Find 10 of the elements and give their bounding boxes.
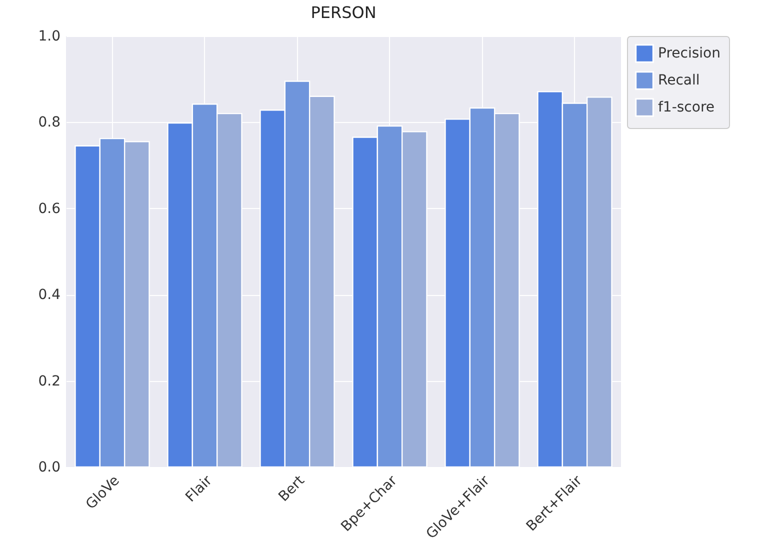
- chart-title: PERSON: [310, 3, 376, 22]
- y-tick-label: 0.8: [38, 114, 60, 131]
- y-tick-label: 0.0: [38, 460, 60, 476]
- y-tick-label: 0.2: [38, 373, 60, 390]
- legend-label: Recall: [658, 72, 700, 88]
- y-tick-label: 0.4: [38, 287, 61, 304]
- y-tick-label: 1.0: [38, 28, 60, 44]
- legend-label: f1-score: [658, 100, 715, 116]
- legend-label: Precision: [658, 46, 720, 62]
- y-tick-label: 0.6: [38, 200, 61, 217]
